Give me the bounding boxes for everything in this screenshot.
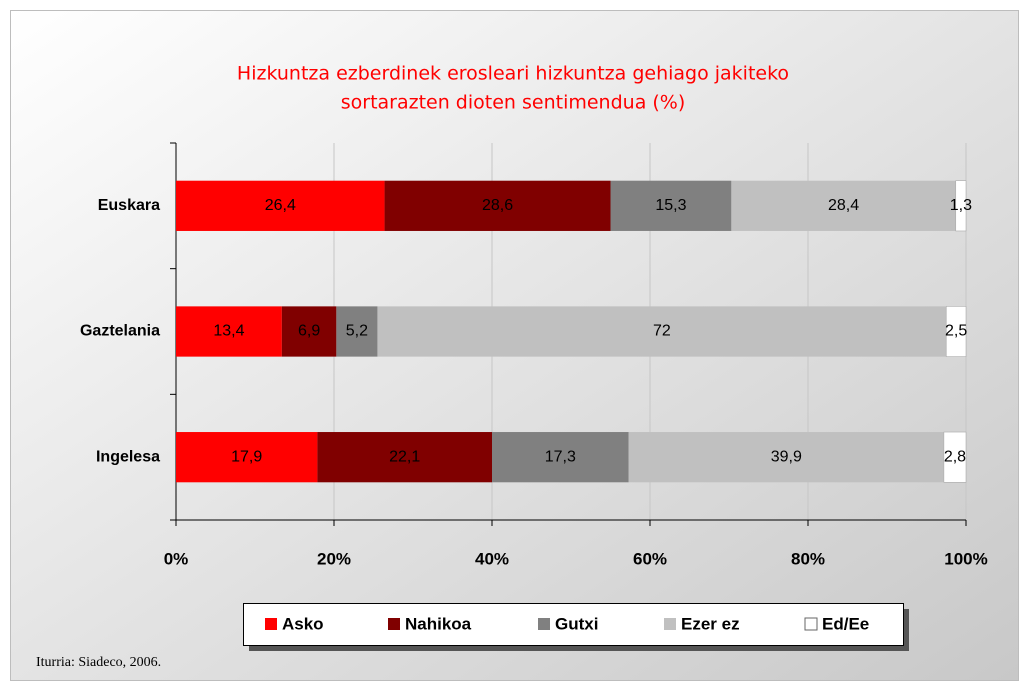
legend-swatch: [804, 617, 818, 631]
bar-segment: [731, 180, 956, 231]
data-label: 2,8: [944, 448, 966, 465]
data-label: 28,6: [482, 197, 513, 214]
legend-swatch: [664, 618, 676, 630]
x-tick-label: 100%: [944, 549, 987, 568]
bar-segment: [492, 432, 629, 483]
bar-segment: [943, 431, 967, 483]
data-label: 13,4: [213, 323, 244, 340]
data-label: 22,1: [389, 448, 420, 465]
bar-segment: [945, 306, 967, 357]
data-label: 17,3: [545, 448, 576, 465]
legend-label: Nahikoa: [405, 614, 472, 633]
x-tick-label: 80%: [791, 549, 825, 568]
legend: [243, 603, 904, 646]
legend-label: Gutxi: [555, 614, 598, 633]
chart-title: Hizkuntza ezberdinek erosleari hizkuntza…: [237, 63, 789, 85]
legend-swatch: [538, 618, 550, 630]
data-label: 6,9: [298, 323, 320, 340]
data-label: 17,9: [231, 448, 262, 465]
bar-segment: [176, 180, 385, 231]
data-label: 72: [653, 323, 671, 340]
bar-segment: [377, 306, 947, 357]
x-tick-label: 40%: [475, 549, 509, 568]
legend-label: Ezer ez: [681, 614, 740, 633]
y-tick-label: Gaztelania: [80, 323, 160, 340]
legend-swatch: [265, 618, 277, 630]
bar-segment: [610, 180, 732, 231]
bar-segment: [317, 432, 492, 483]
bar-segment: [628, 432, 944, 483]
bar-segment: [384, 180, 611, 231]
data-label: 5,2: [346, 323, 368, 340]
data-label: 1,3: [950, 197, 972, 214]
bar-segment: [281, 306, 337, 357]
x-tick-label: 60%: [633, 549, 667, 568]
bar-segment: [176, 432, 318, 483]
bar-segment: [955, 180, 967, 232]
data-label: 28,4: [828, 197, 859, 214]
data-label: 2,5: [945, 323, 967, 340]
source-note: Iturria: Siadeco, 2006.: [36, 655, 161, 670]
y-tick-label: Euskara: [98, 197, 160, 214]
x-tick-label: 20%: [317, 549, 351, 568]
bar-segment: [176, 306, 282, 357]
legend-swatch: [388, 618, 400, 630]
legend-label: Asko: [282, 614, 324, 633]
legend-label: Ed/Ee: [822, 614, 869, 633]
data-label: 15,3: [655, 197, 686, 214]
bar-segment: [336, 306, 378, 357]
data-label: 39,9: [771, 448, 802, 465]
y-tick-label: Ingelesa: [96, 448, 160, 465]
x-tick-label: 0%: [164, 549, 189, 568]
chart-title: sortarazten dioten sentimendua (%): [341, 92, 686, 114]
data-label: 26,4: [265, 197, 296, 214]
